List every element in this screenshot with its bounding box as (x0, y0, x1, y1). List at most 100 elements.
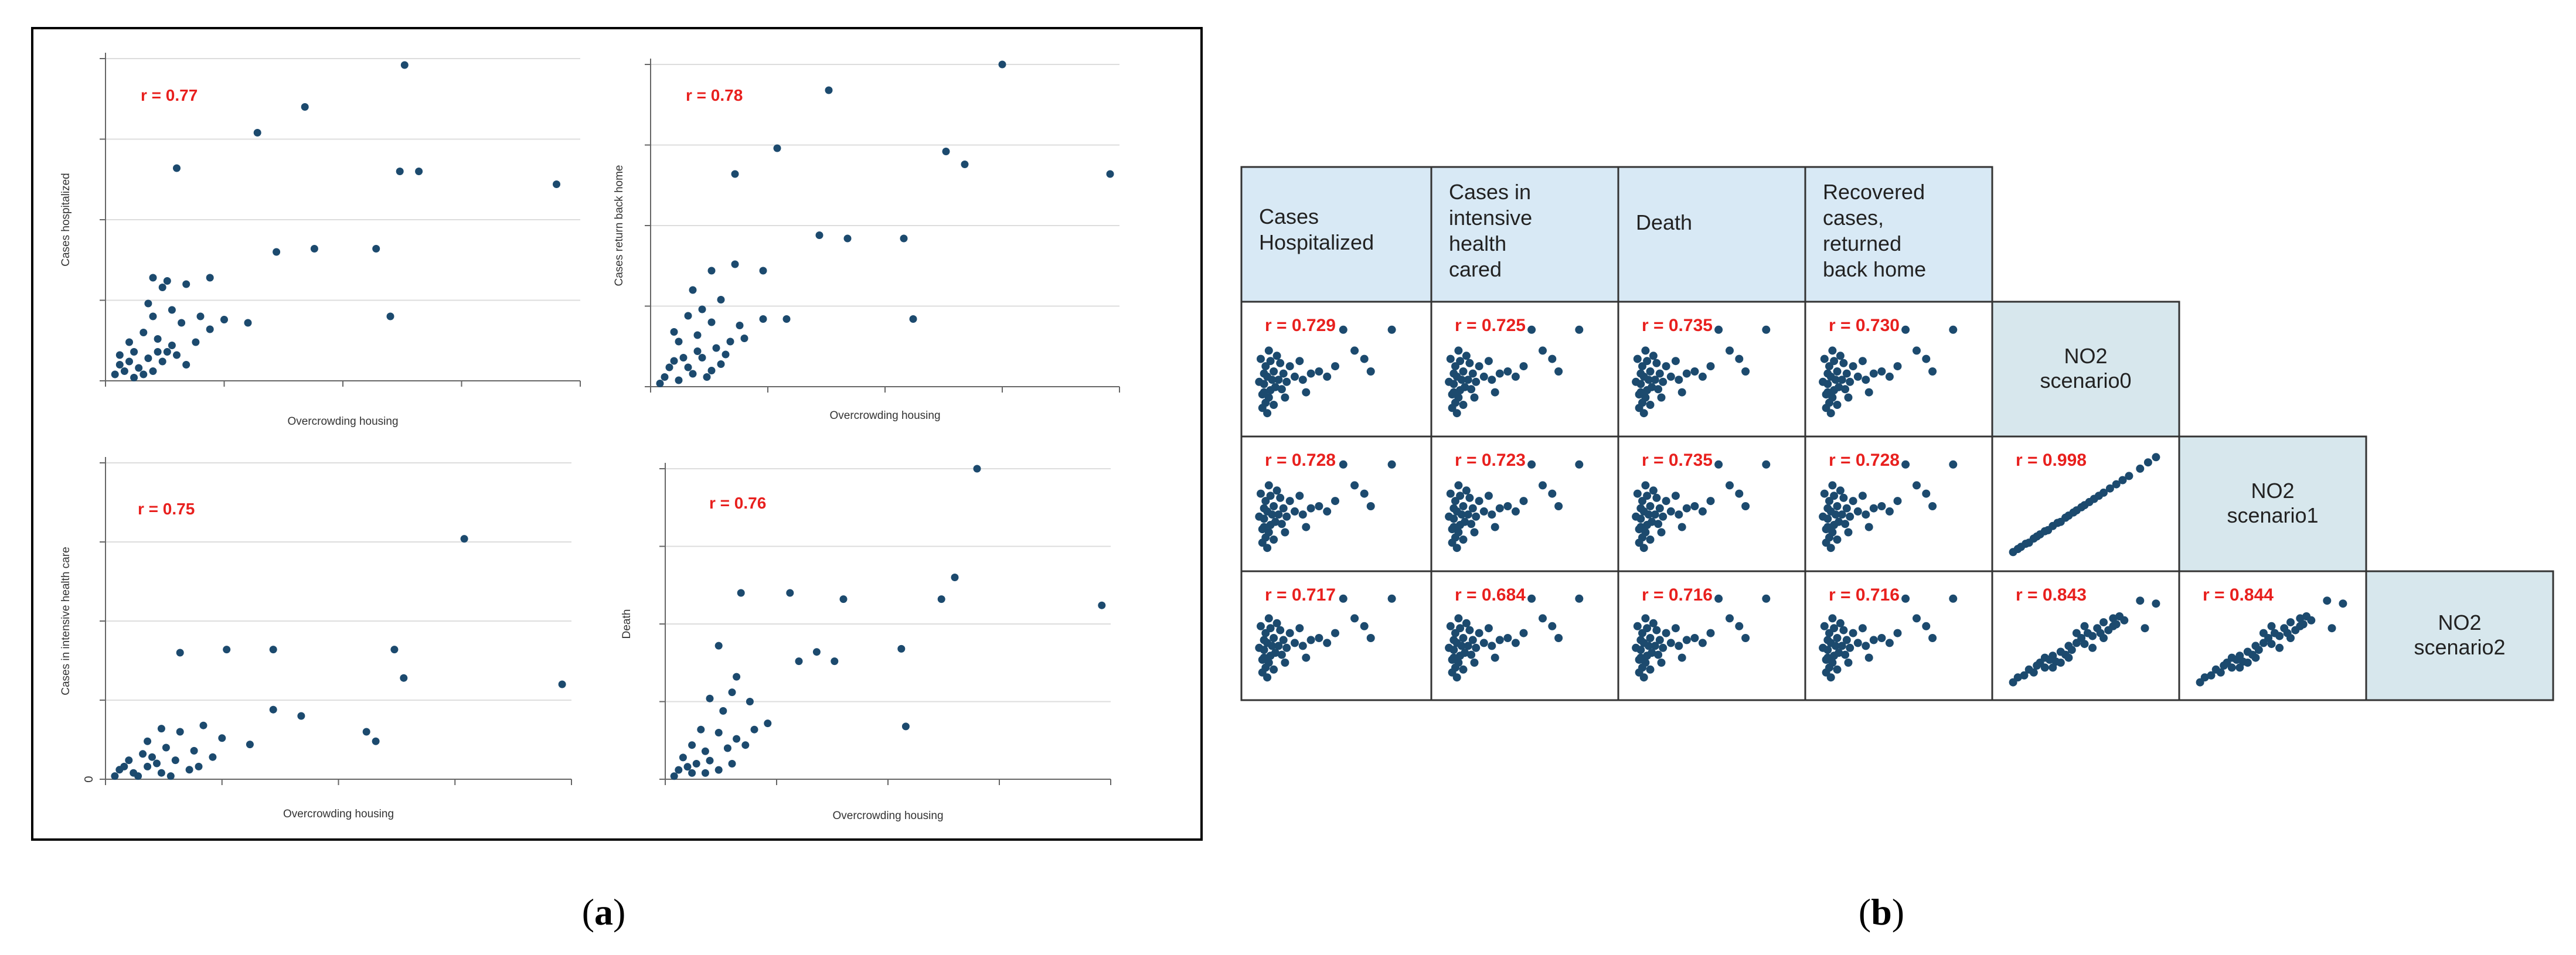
matrix-point (1762, 460, 1771, 469)
data-point (220, 316, 228, 323)
matrix-point (2099, 634, 2108, 642)
data-point (701, 769, 709, 777)
matrix-point (1849, 362, 1857, 371)
matrix-point (1266, 357, 1275, 366)
matrix-point (1519, 629, 1528, 637)
data-point (111, 772, 119, 780)
data-point (310, 245, 318, 253)
matrix-point (1452, 544, 1461, 552)
matrix-correlation-label: r = 0.716 (1829, 585, 1900, 605)
data-point (722, 350, 730, 359)
column-header: Cases Hospitalized (1259, 204, 1374, 254)
matrix-point (1339, 460, 1347, 469)
matrix-correlation-label: r = 0.728 (1829, 451, 1900, 470)
matrix-point (1268, 376, 1277, 384)
matrix-point (1271, 383, 1280, 391)
matrix-point (1741, 634, 1750, 642)
column-header-line: Cases (1259, 204, 1319, 228)
matrix-point (1277, 520, 1286, 528)
matrix-point (1331, 362, 1339, 371)
column-header-line: Recovered (1823, 180, 1925, 204)
matrix-point (1279, 636, 1288, 644)
matrix-point (1272, 619, 1281, 627)
matrix-correlation-label: r = 0.998 (2016, 451, 2087, 470)
data-point (692, 760, 700, 768)
matrix-point (1671, 624, 1680, 633)
data-point (795, 657, 803, 666)
matrix-point (1636, 369, 1645, 378)
data-point (130, 374, 138, 381)
matrix-point (1260, 636, 1268, 644)
matrix-point (1449, 636, 1458, 644)
matrix-point (1643, 492, 1652, 500)
matrix-point (1261, 497, 1270, 506)
matrix-point (1823, 388, 1832, 397)
matrix-point (2254, 646, 2263, 654)
matrix-point (1659, 512, 1668, 521)
matrix-point (1272, 352, 1281, 360)
matrix-point (1452, 409, 1461, 418)
matrix-point (1853, 507, 1862, 516)
matrix-point (1835, 649, 1843, 657)
matrix-point (1298, 642, 1307, 650)
matrix-point (1636, 504, 1645, 513)
matrix-point (1901, 325, 1910, 334)
panel-a-frame (31, 27, 1203, 841)
column-header-line: health (1449, 231, 1506, 255)
matrix-point (2267, 640, 2276, 649)
data-point (773, 144, 781, 152)
row-header-line: NO2 (2251, 479, 2294, 503)
matrix-point (1844, 393, 1853, 402)
matrix-point (1277, 385, 1286, 394)
data-point (719, 707, 727, 715)
row-header-line: scenario0 (2040, 369, 2131, 393)
matrix-point (1302, 653, 1311, 662)
matrix-point (1527, 594, 1536, 603)
matrix-point (1323, 507, 1332, 516)
scatter-matrix: Cases Hospitalized Cases in intensive health… (1240, 166, 2554, 701)
data-point (372, 245, 380, 253)
matrix-point (1468, 504, 1477, 513)
matrix-point (1849, 629, 1857, 637)
matrix-point (1635, 404, 1643, 412)
matrix-point (1638, 362, 1646, 371)
correlation-label: r = 0.78 (686, 86, 743, 104)
data-point (1098, 601, 1106, 609)
data-point (163, 348, 171, 356)
matrix-point (1495, 369, 1504, 378)
matrix-point (1255, 643, 1264, 652)
row-header-line: scenario2 (2414, 635, 2505, 659)
matrix-point (1828, 346, 1837, 355)
matrix-point (1714, 325, 1723, 334)
matrix-point (1820, 489, 1829, 498)
matrix-point (2152, 599, 2160, 608)
matrix-point (1276, 626, 1285, 635)
matrix-point (1632, 512, 1641, 521)
matrix-point (1869, 369, 1878, 378)
matrix-point (1651, 376, 1659, 384)
data-point (176, 728, 184, 736)
data-point (746, 698, 754, 705)
matrix-point (2275, 643, 2284, 652)
matrix-point (1922, 489, 1931, 498)
matrix-correlation-label: r = 0.716 (1642, 585, 1713, 605)
matrix-point (1646, 536, 1655, 544)
matrix-point (1655, 369, 1664, 378)
matrix-point (1735, 622, 1744, 630)
matrix-point (1853, 639, 1862, 647)
matrix-point (1649, 486, 1658, 495)
matrix-point (1638, 497, 1646, 506)
data-point (689, 286, 697, 294)
data-point (125, 756, 133, 765)
matrix-point (1649, 352, 1658, 360)
data-point (157, 725, 165, 733)
matrix-point (1831, 642, 1840, 650)
matrix-point (1666, 507, 1675, 516)
data-point (246, 741, 254, 749)
data-point (173, 164, 181, 172)
matrix-point (1488, 376, 1496, 384)
data-point (120, 367, 128, 375)
matrix-point (1331, 497, 1339, 506)
matrix-point (1257, 354, 1265, 363)
correlation-label: r = 0.75 (138, 500, 195, 518)
